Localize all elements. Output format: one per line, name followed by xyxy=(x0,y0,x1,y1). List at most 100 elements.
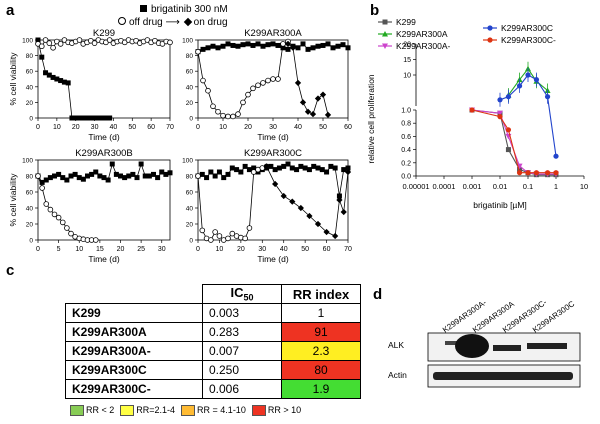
cell-name: K299AR300A- xyxy=(65,341,203,361)
blot-image: K299AR300A-K299AR300AK299AR300C-K299AR30… xyxy=(388,297,581,388)
data-point xyxy=(47,175,53,181)
x-tick-label: 50 xyxy=(128,124,136,131)
series-open-circle xyxy=(195,38,291,120)
data-point xyxy=(126,173,132,179)
data-point xyxy=(299,99,307,106)
data-point xyxy=(497,110,503,117)
data-point xyxy=(134,175,140,181)
data-point xyxy=(64,225,70,231)
data-point xyxy=(314,220,322,228)
rr-legend-label: RR=2.1-4 xyxy=(136,405,176,415)
panel-letter-c: c xyxy=(6,262,15,279)
data-point xyxy=(200,46,206,52)
legend-label: K299AR300A- xyxy=(396,41,451,51)
open-circle-icon xyxy=(118,17,126,25)
x-axis-label: Time (d) xyxy=(88,132,119,142)
x-tick-label: 30 xyxy=(158,246,166,253)
data-point xyxy=(250,42,256,48)
data-point xyxy=(235,43,241,49)
data-point xyxy=(130,171,136,177)
rr-legend-label: RR > 10 xyxy=(267,405,302,415)
data-point xyxy=(324,111,332,118)
data-point xyxy=(103,115,109,121)
data-point xyxy=(205,87,211,94)
x-tick-label: 10 xyxy=(75,246,83,253)
data-point xyxy=(487,25,493,31)
data-point xyxy=(56,171,62,177)
series-K299AR300C- xyxy=(469,107,559,176)
y-tick-label: 40 xyxy=(186,206,194,213)
data-point xyxy=(230,113,236,120)
cell-rr-index: 91 xyxy=(281,322,361,342)
data-point xyxy=(225,41,231,47)
y-tick-label: 20 xyxy=(26,222,34,229)
data-point xyxy=(47,206,54,213)
data-point xyxy=(505,147,511,153)
data-point xyxy=(208,237,214,243)
x-tick-label: 0 xyxy=(196,246,200,253)
data-point xyxy=(324,169,330,175)
data-point xyxy=(59,219,66,226)
data-point xyxy=(199,227,206,234)
y-axis-label: relative cell proliferation xyxy=(366,74,376,164)
k299ar300c-viability-chart: K299AR300C 0 10 20 30 40 50 60 70 0 20 40 60 80 100 Tim… xyxy=(182,148,352,264)
data-point xyxy=(35,37,41,43)
data-point xyxy=(107,115,113,121)
rr-index-table: IC50 RR index K299 0.003 1 K299AR300A 0.283 9… xyxy=(65,284,361,399)
cell-name: K299AR300C xyxy=(65,360,203,380)
cell-rr-index: 80 xyxy=(281,360,361,380)
series-line xyxy=(471,109,556,175)
series-filled-square xyxy=(195,41,351,55)
data-point xyxy=(35,173,41,179)
x-tick-label: 20 xyxy=(117,246,125,253)
data-point xyxy=(246,167,252,173)
series-line xyxy=(471,109,556,176)
x-tick-label: 60 xyxy=(323,246,331,253)
y-tick-label: 0.0 xyxy=(401,174,411,181)
legend-label: K299 xyxy=(396,17,416,27)
table-row: K299AR300C- 0.006 1.9 xyxy=(65,379,361,399)
data-point xyxy=(340,42,346,48)
data-point xyxy=(80,115,86,121)
data-point xyxy=(311,163,317,169)
data-point xyxy=(212,229,218,235)
data-point xyxy=(344,168,352,176)
data-point xyxy=(505,94,512,100)
data-point xyxy=(118,173,123,179)
data-point xyxy=(516,170,523,176)
data-point xyxy=(289,165,295,171)
data-point xyxy=(516,83,523,89)
data-point xyxy=(260,80,266,86)
x-tick-label: 0 xyxy=(196,124,200,131)
y-tick-label: 20 xyxy=(186,100,194,107)
data-point xyxy=(275,76,281,82)
data-point xyxy=(525,170,531,176)
color-swatch-icon xyxy=(181,405,196,417)
data-point xyxy=(325,41,331,47)
legend-a-top: brigatinib 300 nM xyxy=(140,4,228,15)
k299ar300a-viability-chart: K299AR300A 0 10 20 30 40 50 60 0 20 40 60 80 100 Time … xyxy=(182,28,352,142)
y-tick-label: 20 xyxy=(26,100,34,107)
cell-rr-index: 1.9 xyxy=(281,379,361,399)
data-point xyxy=(275,42,281,48)
x-tick-label: 0.1 xyxy=(523,182,533,191)
series-filled-square xyxy=(35,37,113,121)
y-tick-label: 0 xyxy=(29,238,33,245)
data-point xyxy=(533,77,540,83)
chart-title: K299AR300C xyxy=(244,148,302,159)
chart-title: K299AR300B xyxy=(75,148,133,159)
data-point xyxy=(39,185,45,191)
filled-diamond-icon xyxy=(183,17,192,27)
y-tick-label: 80 xyxy=(26,174,34,181)
y-tick-label: 0.4 xyxy=(401,147,411,154)
series-line xyxy=(287,43,329,115)
data-point xyxy=(72,171,78,177)
table-header-row: IC50 RR index xyxy=(65,284,361,304)
x-tick-label: 60 xyxy=(147,124,155,131)
data-point xyxy=(101,175,107,181)
data-point xyxy=(345,45,351,51)
y-tick-label: 20 xyxy=(403,42,411,49)
data-point xyxy=(199,171,205,177)
data-point xyxy=(319,167,325,173)
data-point xyxy=(305,46,311,52)
